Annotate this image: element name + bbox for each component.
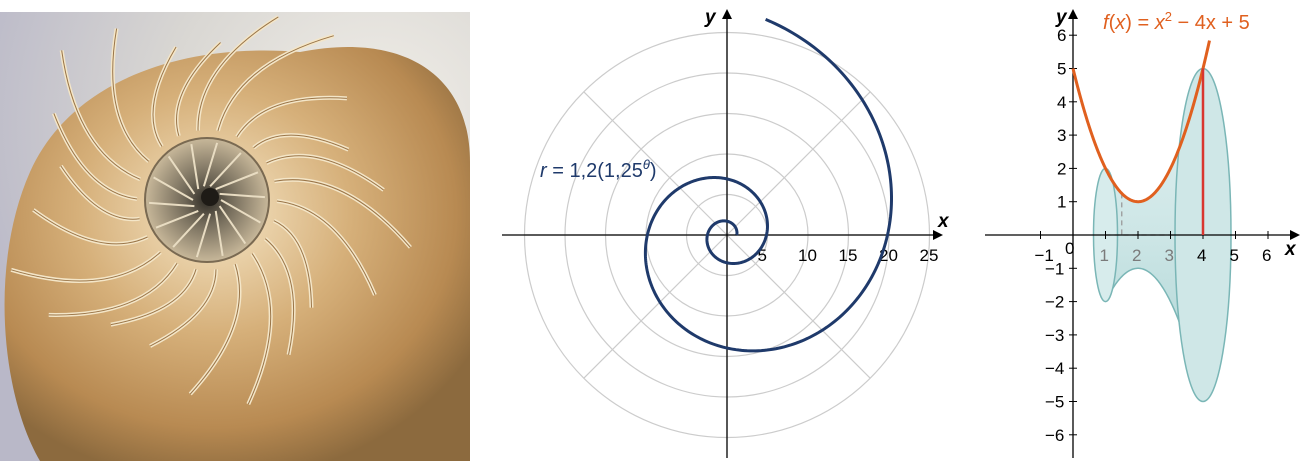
shell-inner-septum: [155, 210, 199, 229]
solid-origin-label: 0: [1065, 239, 1074, 258]
polar-grid-ray: [583, 234, 728, 379]
solid-x-axis-label: x: [1284, 239, 1297, 260]
shell-inner-septum: [202, 142, 219, 187]
shell-septum-edge: [197, 16, 279, 131]
nautilus-shell-photo: [0, 12, 470, 461]
shell-core: [201, 188, 219, 206]
shell-septum-edge: [149, 269, 217, 347]
solid-x-tick-label: 2: [1132, 246, 1141, 265]
polar-r-tick-label: 5: [758, 246, 767, 265]
solid-y-tick-label: −6: [1045, 426, 1064, 445]
shell-inner-septum: [220, 199, 261, 224]
solid-y-tick-label: −4: [1045, 359, 1064, 378]
shell-inner-septum: [172, 212, 205, 248]
shell-septum-edge: [176, 42, 221, 137]
polar-r-tick-label: 15: [839, 246, 858, 265]
shell-septum-edge: [48, 262, 178, 316]
shell-septum-edge: [253, 134, 349, 151]
solid-y-tick-label: 6: [1057, 26, 1066, 45]
function-equation-label: f(x) = x2 − 4x + 5: [1103, 9, 1250, 34]
shell-inner-septum: [167, 155, 196, 195]
solid-x-tick-label: 6: [1262, 246, 1271, 265]
shell-septum-edge: [110, 268, 197, 326]
shell-septum-edge: [276, 200, 376, 296]
shell-inner-septum: [195, 213, 212, 258]
solid-y-tick-label: 4: [1057, 93, 1066, 112]
polar-spiral-chart: 5 10 15 20 25 x y r = 1,2(1,25θ): [502, 7, 950, 458]
polar-grid-ray: [583, 91, 728, 236]
solid-y-tick-label: −5: [1045, 393, 1064, 412]
shell-septum-edge: [61, 50, 141, 180]
shell-inner-septum: [214, 210, 224, 257]
shell-septum-edge: [152, 46, 177, 147]
solid-y-axis-label: y: [1055, 7, 1068, 28]
shell-septum-edge: [236, 97, 347, 138]
solid-x-tick-label: 1: [1100, 246, 1109, 265]
solid-x-tick-label: −1: [1035, 246, 1054, 265]
shell-inner-septum: [190, 143, 200, 190]
polar-x-axis-label: x: [937, 211, 950, 232]
shell-septum-edge: [247, 253, 272, 405]
shell-septum-edge: [266, 155, 384, 191]
shell-septum-edge: [273, 220, 313, 308]
shell-septum-edge: [11, 251, 161, 282]
solid-x-tick-label: 3: [1165, 246, 1174, 265]
shell-inner-septum: [219, 192, 266, 199]
solid-x-tick-label: 4: [1197, 246, 1206, 265]
solid-y-tick-label: 3: [1057, 126, 1066, 145]
shell-septum-edge: [112, 28, 149, 162]
shell-septum-edge: [274, 179, 411, 248]
polar-grid-ray: [726, 91, 871, 236]
shell-inner-septum: [215, 171, 259, 190]
shell-inner-septum: [148, 201, 195, 208]
polar-r-tick-label: 10: [798, 246, 817, 265]
shell-inner-septum: [218, 205, 247, 245]
function-curve: [1071, 40, 1211, 204]
shell-septum-edge: [60, 165, 140, 220]
spiral-curve: [643, 18, 893, 353]
shell-septum-edge: [33, 209, 148, 245]
solid-of-revolution-chart: −1 1 2 3 4 5 6 0 −6 −5 −4 −3 −2 −1 1 2 3 4 5 6 x y f(x) = x…: [985, 7, 1300, 458]
solid-y-tick-label: 2: [1057, 159, 1066, 178]
shell-septum-edge: [53, 113, 138, 200]
solid-y-tick-label: 5: [1057, 60, 1066, 79]
shell-septum-edge: [189, 263, 240, 395]
solid-y-tick-label: 1: [1057, 193, 1066, 212]
shell-inner-septum: [153, 176, 194, 201]
polar-r-tick-label: 25: [920, 246, 939, 265]
spiral-equation-label: r = 1,2(1,25θ): [540, 157, 657, 182]
solid-x-tick-label: 5: [1230, 246, 1239, 265]
polar-y-axis-label: y: [704, 7, 717, 28]
polar-r-tick-labels: 5 10 15 20 25: [758, 246, 939, 265]
solid-y-tick-label: −1: [1045, 259, 1064, 278]
solid-y-tick-label: −3: [1045, 326, 1064, 345]
shell-septa: [10, 15, 412, 405]
shell-inner-septum: [209, 152, 242, 188]
shell-septum-edge: [217, 35, 334, 131]
solid-y-tick-label: −2: [1045, 293, 1064, 312]
solid-axis-ticks: −1 1 2 3 4 5 6 0 −6 −5 −4 −3 −2 −1 1 2 3 4 5 6: [1035, 26, 1272, 445]
shell-inner-septa: [148, 142, 266, 258]
shell-septum-edge: [265, 238, 295, 355]
